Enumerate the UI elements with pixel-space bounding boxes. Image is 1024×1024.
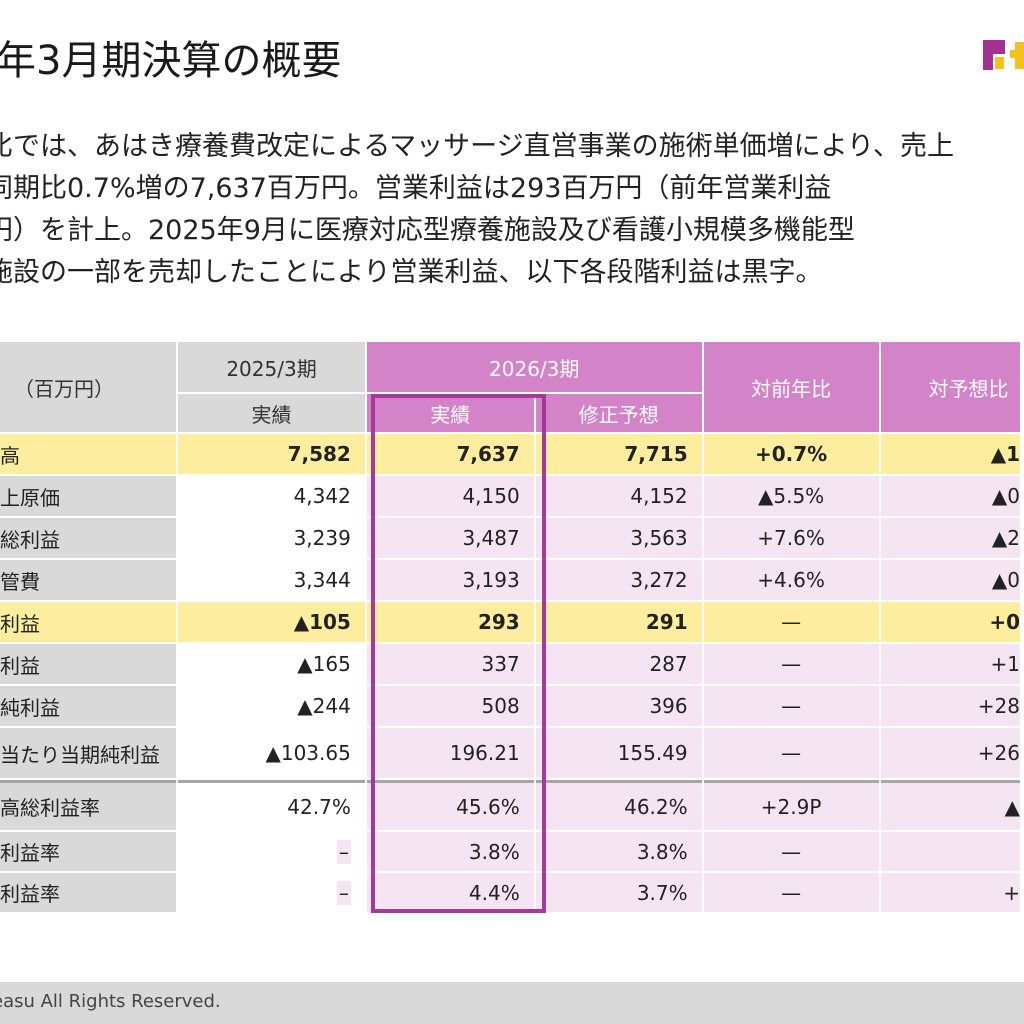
table-row: 高総利益率 42.7% 45.6% 46.2% +2.9P ▲ — [0, 780, 1020, 830]
actual-value: 3.8% — [366, 832, 534, 871]
forecast-value: 396 — [535, 686, 702, 726]
forecast-value: 3,563 — [535, 518, 702, 558]
vs-forecast-value — [880, 832, 1020, 871]
table-row: 総利益 3,239 3,487 3,563 +7.6% ▲2 — [0, 518, 1020, 558]
actual-value: 4.4% — [366, 873, 534, 912]
summary-line: 同期比0.7%増の7,637百万円。営業利益は293百万円（前年営業利益 — [0, 173, 832, 204]
company-logo — [983, 40, 1024, 72]
vs-forecast-value: + — [880, 873, 1020, 912]
yoy-value: +0.7% — [703, 434, 879, 474]
row-label: 利益率 — [0, 832, 177, 871]
header-prev-actual: 実績 — [178, 394, 365, 432]
vs-forecast-value: ▲0 — [880, 476, 1020, 516]
prev-value: ▲165 — [178, 644, 365, 684]
prev-value: ▲103.65 — [178, 728, 365, 778]
prev-value: ▲105 — [178, 602, 365, 642]
actual-value: 3,193 — [366, 560, 534, 600]
yoy-value: +7.6% — [703, 518, 879, 558]
forecast-value: 3,272 — [535, 560, 702, 600]
yoy-value: — — [703, 728, 879, 778]
vs-forecast-value: ▲2 — [880, 518, 1020, 558]
forecast-value: 291 — [535, 602, 702, 642]
table-row: 利益率 – 3.8% 3.8% — — [0, 832, 1020, 871]
footer: easu All Rights Reserved. — [0, 982, 1024, 1024]
row-label: 利益率 — [0, 873, 177, 912]
row-label: 総利益 — [0, 518, 177, 558]
vs-forecast-value: +0 — [880, 602, 1020, 642]
row-label: 高 — [0, 434, 177, 474]
table-row: 管費 3,344 3,193 3,272 +4.6% ▲0 — [0, 560, 1020, 600]
vs-forecast-value: +26 — [880, 728, 1020, 778]
summary-line: 施設の一部を売却したことにより営業利益、以下各段階利益は黒字。 — [0, 257, 823, 288]
actual-value: 4,150 — [366, 476, 534, 516]
actual-value: 7,637 — [366, 434, 534, 474]
prev-value: – — [178, 873, 365, 912]
actual-value: 508 — [366, 686, 534, 726]
vs-forecast-value: ▲0 — [880, 560, 1020, 600]
row-label: 利益 — [0, 644, 177, 684]
row-label: 管費 — [0, 560, 177, 600]
table-row: 高 7,582 7,637 7,715 +0.7% ▲1 — [0, 434, 1020, 474]
row-label: 純利益 — [0, 686, 177, 726]
prev-value: – — [178, 832, 365, 871]
header-prev-period: 2025/3期 — [178, 342, 365, 392]
forecast-value: 3.7% — [535, 873, 702, 912]
header-vs-forecast: 対予想比 — [880, 342, 1020, 432]
vs-forecast-value: +1 — [880, 644, 1020, 684]
yoy-value: ▲5.5% — [703, 476, 879, 516]
yoy-value: +2.9P — [703, 780, 879, 830]
forecast-value: 3.8% — [535, 832, 702, 871]
vs-forecast-value: ▲1 — [880, 434, 1020, 474]
header-cur-actual: 実績 — [366, 394, 534, 432]
forecast-value: 287 — [535, 644, 702, 684]
row-label: 上原価 — [0, 476, 177, 516]
actual-value: 337 — [366, 644, 534, 684]
forecast-value: 46.2% — [535, 780, 702, 830]
prev-value: 3,344 — [178, 560, 365, 600]
prev-value: 4,342 — [178, 476, 365, 516]
prev-value: 42.7% — [178, 780, 365, 830]
yoy-value: +4.6% — [703, 560, 879, 600]
yoy-value: — — [703, 602, 879, 642]
header-cur-period: 2026/3期 — [366, 342, 702, 392]
yoy-value: — — [703, 832, 879, 871]
table-row: 上原価 4,342 4,150 4,152 ▲5.5% ▲0 — [0, 476, 1020, 516]
actual-value: 293 — [366, 602, 534, 642]
prev-value: 7,582 — [178, 434, 365, 474]
forecast-value: 155.49 — [535, 728, 702, 778]
summary-text: 比では、あはき療養費改定によるマッサージ直営事業の施術単価増により、売上 同期比… — [0, 126, 1024, 294]
table-row: 利益 ▲105 293 291 — +0 — [0, 602, 1020, 642]
header-cur-forecast: 修正予想 — [535, 394, 702, 432]
row-label: 高総利益率 — [0, 780, 177, 830]
prev-value: 3,239 — [178, 518, 365, 558]
dash-mark: – — [336, 880, 351, 905]
table-row: 利益 ▲165 337 287 — +1 — [0, 644, 1020, 684]
row-label: 当たり当期純利益 — [0, 728, 177, 778]
actual-value: 3,487 — [366, 518, 534, 558]
vs-forecast-value: ▲ — [880, 780, 1020, 830]
header-yoy: 対前年比 — [703, 342, 879, 432]
row-label: 利益 — [0, 602, 177, 642]
unit-label: （百万円） — [0, 342, 177, 432]
dash-mark: – — [336, 839, 351, 864]
copyright-text: easu All Rights Reserved. — [0, 991, 221, 1012]
table-row: 当たり当期純利益 ▲103.65 196.21 155.49 — +26 — [0, 728, 1020, 778]
actual-value: 196.21 — [366, 728, 534, 778]
actual-value: 45.6% — [366, 780, 534, 830]
summary-line: 円）を計上。2025年9月に医療対応型療養施設及び看護小規模多機能型 — [0, 215, 855, 246]
financial-table: （百万円） 2025/3期 2026/3期 対前年比 対予想比 実績 実績 修正… — [0, 340, 1022, 914]
table-row: 純利益 ▲244 508 396 — +28 — [0, 686, 1020, 726]
page-title: 年3月期決算の概要 — [0, 38, 342, 84]
yoy-value: — — [703, 873, 879, 912]
vs-forecast-value: +28 — [880, 686, 1020, 726]
forecast-value: 7,715 — [535, 434, 702, 474]
yoy-value: — — [703, 644, 879, 684]
prev-value: ▲244 — [178, 686, 365, 726]
forecast-value: 4,152 — [535, 476, 702, 516]
table-row: 利益率 – 4.4% 3.7% — + — [0, 873, 1020, 912]
summary-line: 比では、あはき療養費改定によるマッサージ直営事業の施術単価増により、売上 — [0, 131, 954, 162]
yoy-value: — — [703, 686, 879, 726]
